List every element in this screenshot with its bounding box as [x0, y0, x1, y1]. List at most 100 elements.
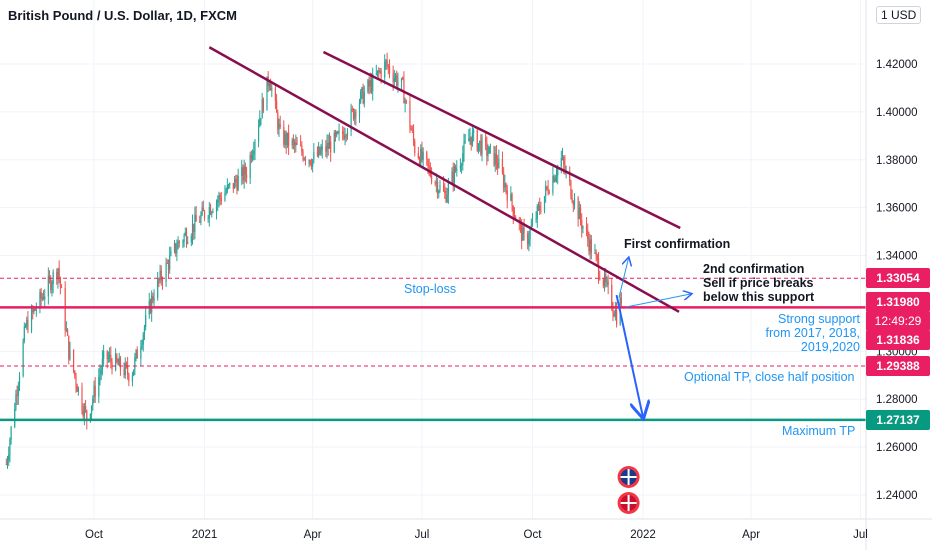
candle-body: [327, 142, 329, 149]
candle-body: [294, 141, 296, 146]
candle-body: [295, 142, 297, 146]
candle-body: [602, 279, 604, 286]
candle-body: [607, 281, 609, 285]
candle-body: [330, 141, 332, 153]
candle-body: [334, 132, 337, 136]
candle-body: [378, 70, 380, 73]
candle-body: [226, 184, 228, 192]
candle-body: [447, 182, 449, 195]
candle-body: [470, 136, 472, 146]
candle-body: [376, 70, 379, 74]
candle-body: [184, 232, 186, 236]
candle-body: [98, 376, 100, 397]
candle-body: [464, 141, 466, 143]
candle-body: [24, 326, 27, 328]
candle-body: [321, 146, 323, 151]
candle-body: [513, 216, 516, 218]
candle-body: [560, 158, 562, 167]
candle-body: [462, 153, 464, 166]
candle-body: [22, 341, 24, 376]
candle-body: [170, 250, 172, 256]
price-levels[interactable]: [0, 277, 866, 422]
candle-body: [585, 226, 588, 231]
candle-body: [497, 162, 499, 168]
candle-body: [531, 220, 534, 226]
candle-body: [283, 126, 285, 145]
candle-body: [86, 410, 88, 422]
candle-body: [241, 167, 243, 177]
candle-body: [563, 157, 565, 165]
candle-body: [201, 207, 203, 215]
currency-button[interactable]: 1 USD: [876, 6, 922, 24]
candle-body: [342, 131, 344, 134]
candle-body: [545, 186, 547, 197]
candle-body: [118, 357, 120, 366]
candle-body: [200, 214, 202, 223]
candle-body: [350, 108, 352, 132]
candle-body: [257, 126, 260, 142]
candle-body: [117, 361, 119, 366]
candle-body: [224, 193, 226, 201]
candle-body: [436, 182, 439, 194]
candle-body: [343, 133, 345, 139]
candle-body: [82, 410, 84, 417]
candle-body: [476, 130, 478, 151]
candle-body: [143, 326, 146, 335]
candle-body: [69, 349, 71, 360]
candle-body: [81, 387, 83, 411]
candle-body: [515, 217, 517, 220]
candle-body: [346, 131, 349, 136]
candle-body: [312, 159, 314, 167]
candle-body: [528, 239, 530, 245]
uk-flag-icon[interactable]: [617, 466, 640, 488]
candle-body: [469, 136, 471, 139]
candle-body: [477, 143, 480, 151]
candle-body: [463, 141, 465, 154]
candle-body: [275, 100, 278, 113]
candle-body: [27, 319, 29, 332]
support-line-3: 2019,2020: [800, 340, 860, 354]
candle-body: [44, 296, 46, 300]
candle-body: [421, 148, 423, 160]
candle-body: [271, 88, 273, 91]
grid-lines: [0, 0, 866, 519]
candle-body: [418, 158, 421, 165]
y-tick-label: 1.26000: [876, 442, 918, 454]
candles: [5, 52, 622, 469]
candle-body: [169, 255, 171, 270]
candle-body: [487, 153, 489, 156]
candle-body: [446, 194, 448, 202]
candle-body: [123, 369, 125, 376]
candle-body: [207, 217, 209, 219]
candle-body: [503, 172, 505, 188]
candle-body: [116, 354, 118, 362]
candle-body: [354, 111, 356, 120]
x-tick-label: Jul: [415, 529, 430, 541]
event-flags[interactable]: [617, 466, 640, 514]
candle-body: [320, 150, 322, 155]
candle-body: [101, 358, 104, 371]
candle-body: [260, 118, 262, 120]
x-tick-label: Oct: [85, 529, 104, 541]
candle-body: [9, 439, 11, 455]
candle-body: [434, 182, 436, 184]
candle-body: [34, 308, 36, 311]
candle-body: [338, 131, 340, 134]
candle-body: [400, 77, 403, 82]
candle-body: [173, 243, 176, 251]
candle-body: [328, 141, 331, 149]
candle-body: [557, 166, 559, 176]
arrows[interactable]: [615, 258, 691, 417]
candle-body: [370, 80, 373, 92]
candle-body: [72, 349, 75, 371]
us-flag-icon[interactable]: [617, 492, 640, 514]
y-tick-label: 1.24000: [876, 490, 918, 502]
candle-body: [52, 271, 54, 285]
candle-body: [547, 188, 549, 193]
candle-body: [74, 370, 76, 376]
candle-body: [76, 385, 78, 392]
channel-lines[interactable]: [208, 46, 681, 313]
candle-body: [127, 365, 129, 375]
candle-body: [133, 369, 135, 376]
